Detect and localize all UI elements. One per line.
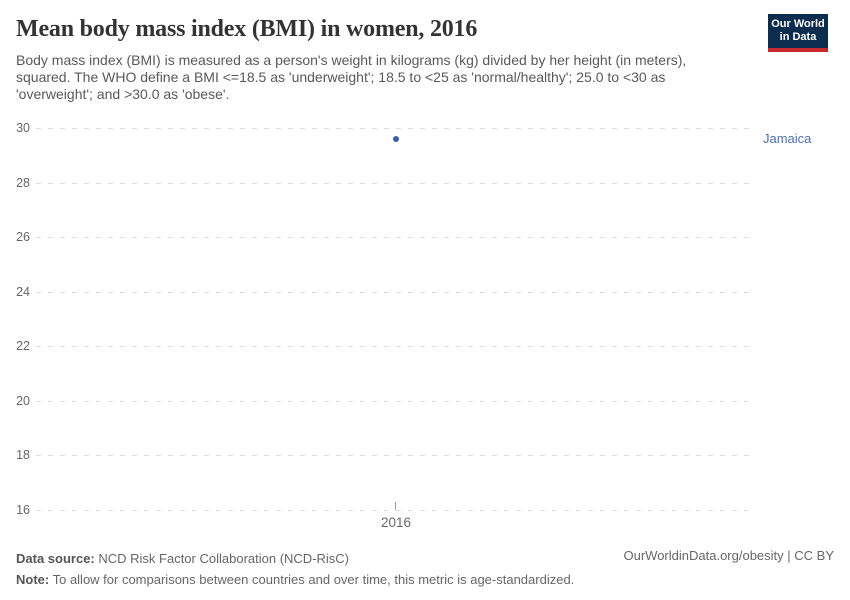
gridline bbox=[36, 455, 755, 456]
data-point-jamaica[interactable] bbox=[393, 136, 399, 142]
chart-subtitle: Body mass index (BMI) is measured as a p… bbox=[16, 52, 687, 102]
y-tick-label: 22 bbox=[16, 339, 30, 353]
gridline bbox=[36, 401, 755, 402]
gridline bbox=[36, 346, 755, 347]
data-source-value: NCD Risk Factor Collaboration (NCD-RisC) bbox=[94, 551, 350, 566]
page-title: Mean body mass index (BMI) in women, 201… bbox=[16, 16, 478, 42]
y-tick-label: 24 bbox=[16, 285, 30, 299]
entity-label-jamaica[interactable]: Jamaica bbox=[763, 131, 812, 146]
y-tick-label: 28 bbox=[16, 176, 30, 190]
data-source-label: Data source: bbox=[16, 551, 95, 566]
y-tick-label: 18 bbox=[16, 448, 30, 462]
y-tick-label: 26 bbox=[16, 230, 30, 244]
y-tick-label: 20 bbox=[16, 394, 30, 408]
footer-source-note: Data source: NCD Risk Factor Collaborati… bbox=[16, 548, 574, 590]
y-tick-label: 16 bbox=[16, 503, 30, 517]
owid-logo[interactable]: Our World in Data bbox=[768, 14, 828, 52]
gridline bbox=[36, 183, 755, 184]
note-value: To allow for comparisons between countri… bbox=[49, 572, 575, 587]
owid-logo-line1: Our World bbox=[771, 18, 825, 30]
note-label: Note: bbox=[16, 572, 50, 587]
data-source-line: Data source: NCD Risk Factor Collaborati… bbox=[16, 548, 574, 569]
gridline bbox=[36, 237, 755, 238]
x-axis-tick-label: 2016 bbox=[380, 515, 412, 530]
y-tick-label: 30 bbox=[16, 121, 30, 135]
footer-license-link[interactable]: OurWorldinData.org/obesity | CC BY bbox=[623, 548, 835, 563]
owid-logo-line2: in Data bbox=[779, 31, 817, 43]
note-line: Note: To allow for comparisons between c… bbox=[16, 569, 574, 590]
x-axis-tick-mark bbox=[395, 502, 396, 510]
gridline bbox=[36, 510, 755, 511]
gridline bbox=[36, 292, 755, 293]
gridline bbox=[36, 128, 755, 129]
